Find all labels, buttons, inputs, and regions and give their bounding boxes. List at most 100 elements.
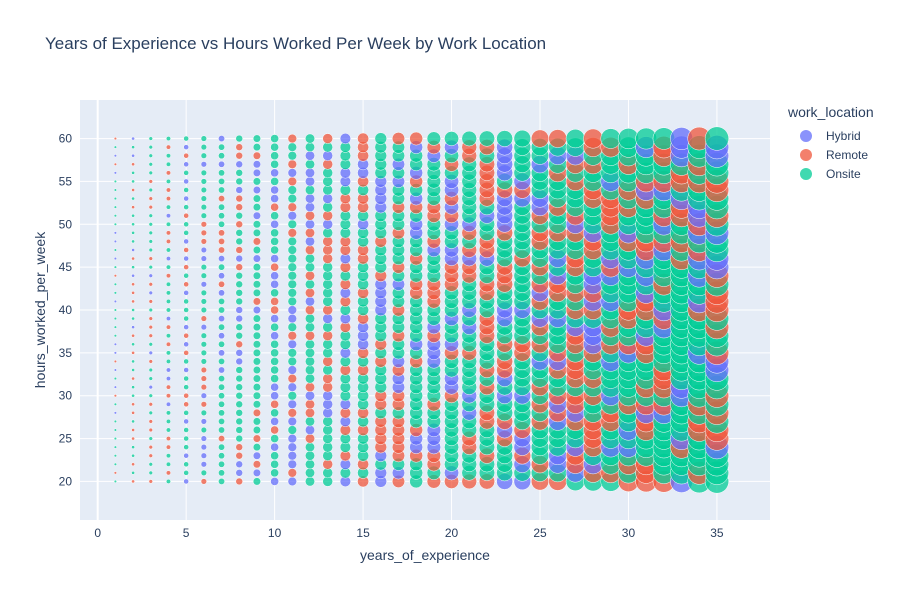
data-point-onsite[interactable] [252,228,261,237]
data-point-onsite[interactable] [131,239,135,244]
data-point-onsite[interactable] [113,437,117,441]
data-point-hybrid[interactable] [287,313,297,324]
data-point-remote[interactable] [305,382,315,393]
data-point-hybrid[interactable] [183,418,189,425]
data-point-remote[interactable] [235,477,243,486]
data-point-remote[interactable] [287,228,297,238]
data-point-onsite[interactable] [218,152,225,160]
data-point-remote[interactable] [183,247,189,253]
data-point-remote[interactable] [583,128,603,149]
data-point-onsite[interactable] [131,230,135,235]
data-point-remote[interactable] [148,419,153,424]
data-point-onsite[interactable] [252,271,261,280]
data-point-remote[interactable] [148,204,153,210]
data-point-onsite[interactable] [183,470,189,476]
data-point-hybrid[interactable] [113,351,117,355]
data-point-onsite[interactable] [165,290,171,296]
data-point-onsite[interactable] [113,145,117,149]
data-point-onsite[interactable] [287,279,297,289]
data-point-hybrid[interactable] [287,416,297,427]
data-point-hybrid[interactable] [235,314,243,323]
data-point-onsite[interactable] [218,478,225,485]
data-point-onsite[interactable] [252,280,261,289]
data-point-remote[interactable] [131,436,135,441]
data-point-onsite[interactable] [200,272,207,279]
data-point-hybrid[interactable] [235,186,243,194]
data-point-onsite[interactable] [218,418,225,425]
data-point-onsite[interactable] [270,374,279,383]
data-point-hybrid[interactable] [183,478,189,485]
data-point-remote[interactable] [113,137,117,141]
data-point-onsite[interactable] [131,316,135,321]
data-point-onsite[interactable] [270,468,279,478]
data-point-hybrid[interactable] [183,452,189,459]
data-point-onsite[interactable] [270,177,279,186]
data-point-hybrid[interactable] [305,296,315,307]
data-point-onsite[interactable] [252,400,261,409]
data-point-onsite[interactable] [235,426,243,434]
data-point-onsite[interactable] [165,427,171,433]
data-point-hybrid[interactable] [287,451,297,461]
data-point-hybrid[interactable] [200,392,207,399]
data-point-onsite[interactable] [235,280,243,288]
data-point-onsite[interactable] [165,204,171,210]
data-point-remote[interactable] [131,299,135,304]
data-point-remote[interactable] [287,176,297,187]
data-point-remote[interactable] [165,238,171,244]
data-point-onsite[interactable] [252,203,261,212]
data-point-hybrid[interactable] [183,367,189,373]
data-point-onsite[interactable] [165,358,171,364]
data-point-onsite[interactable] [200,306,207,314]
data-point-remote[interactable] [235,152,243,160]
data-point-remote[interactable] [113,471,117,475]
data-point-onsite[interactable] [183,135,189,142]
data-point-onsite[interactable] [287,322,297,332]
data-point-onsite[interactable] [287,348,297,358]
data-point-onsite[interactable] [235,272,243,280]
data-point-hybrid[interactable] [252,211,261,220]
data-point-onsite[interactable] [183,427,189,433]
data-point-onsite[interactable] [270,159,279,169]
data-point-onsite[interactable] [131,265,135,270]
data-point-remote[interactable] [270,262,279,272]
data-point-remote[interactable] [131,402,135,407]
data-point-onsite[interactable] [113,445,117,449]
data-point-hybrid[interactable] [200,246,207,254]
data-point-remote[interactable] [183,152,189,159]
data-point-hybrid[interactable] [113,368,117,372]
data-point-onsite[interactable] [113,334,117,338]
data-point-remote[interactable] [165,144,171,150]
data-point-onsite[interactable] [235,332,243,340]
data-point-onsite[interactable] [113,428,117,432]
data-point-onsite[interactable] [148,264,153,270]
data-point-onsite[interactable] [148,153,153,158]
data-point-onsite[interactable] [113,248,117,252]
data-point-remote[interactable] [322,133,333,144]
data-point-hybrid[interactable] [131,136,135,141]
data-point-onsite[interactable] [183,435,189,442]
data-point-onsite[interactable] [252,348,261,357]
data-point-hybrid[interactable] [183,195,189,202]
data-point-hybrid[interactable] [235,357,243,366]
data-point-onsite[interactable] [183,230,189,236]
data-point-remote[interactable] [200,229,207,236]
data-point-remote[interactable] [148,359,153,364]
data-point-hybrid[interactable] [131,273,135,278]
data-point-onsite[interactable] [200,469,207,476]
data-point-hybrid[interactable] [131,153,135,158]
data-point-onsite[interactable] [305,347,315,358]
data-point-remote[interactable] [131,350,135,355]
data-point-onsite[interactable] [496,130,513,147]
data-point-remote[interactable] [165,196,171,202]
data-point-remote[interactable] [200,238,207,245]
data-point-onsite[interactable] [218,306,225,314]
data-point-onsite[interactable] [252,425,261,435]
data-point-onsite[interactable] [235,229,243,237]
data-point-onsite[interactable] [270,134,279,143]
data-point-onsite[interactable] [426,131,441,146]
data-point-hybrid[interactable] [148,350,153,356]
data-point-onsite[interactable] [218,220,225,228]
data-point-onsite[interactable] [113,205,117,209]
data-point-remote[interactable] [235,220,243,228]
data-point-onsite[interactable] [218,358,225,365]
